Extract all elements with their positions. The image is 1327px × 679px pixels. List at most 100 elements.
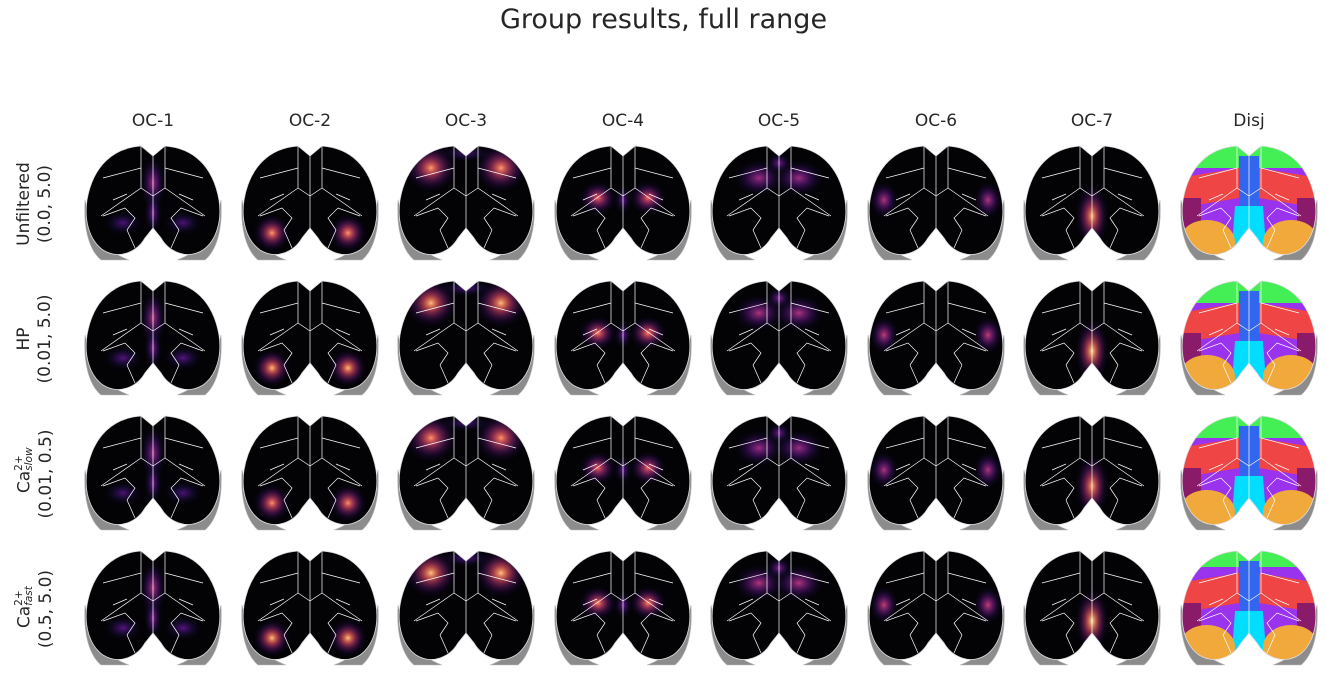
component-map (553, 273, 693, 398)
component-map (553, 408, 693, 533)
region-boundary (413, 322, 455, 352)
region-boundary (1196, 187, 1238, 217)
region-boundary (1198, 437, 1238, 449)
activation-hotspot (252, 483, 292, 523)
region-boundary (953, 477, 987, 501)
region-boundary (640, 229, 650, 249)
region-boundary (415, 477, 449, 501)
activation-hotspot (972, 585, 1003, 625)
region-boundary (335, 463, 351, 471)
activation-hotspot (869, 585, 900, 625)
region-boundary (953, 499, 963, 519)
brain-outline (555, 415, 691, 525)
region-boundary (491, 193, 507, 201)
region-boundary (164, 167, 204, 179)
region-boundary (1260, 592, 1302, 622)
region-boundary (439, 364, 449, 384)
region-boundary (728, 572, 768, 584)
region-boundary (102, 612, 136, 636)
brain-outline (1181, 280, 1317, 390)
region-boundary (909, 229, 919, 249)
region-boundary (634, 322, 676, 352)
region-boundary (439, 499, 449, 519)
column-label-oc-2: OC-2 (288, 111, 332, 131)
region-boundary (572, 612, 606, 636)
region-boundary (1041, 302, 1081, 314)
activation-hotspot (578, 450, 618, 486)
region-boundary (259, 302, 299, 314)
region-boundary (335, 328, 351, 336)
row-label-range: (0.01, 0.5) (35, 429, 56, 519)
region-boundary (102, 302, 142, 314)
region-boundary (126, 634, 136, 654)
region-boundary (596, 499, 606, 519)
region-boundary (178, 193, 194, 201)
component-map (709, 138, 849, 263)
activation-hotspot (628, 585, 668, 621)
region-boundary (728, 477, 762, 501)
region-boundary (178, 328, 194, 336)
region-boundary (259, 612, 293, 636)
region-boundary (483, 634, 493, 654)
region-boundary (477, 302, 517, 314)
activation-hotspot (328, 483, 368, 523)
brain-outline (868, 415, 1004, 525)
region-boundary (269, 193, 285, 201)
region-boundary (327, 634, 337, 654)
region-boundary (790, 572, 830, 584)
region-boundary (259, 207, 293, 231)
activation-hotspot (161, 209, 205, 237)
region-boundary (327, 229, 337, 249)
region-boundary (1208, 193, 1224, 201)
region-boundary (640, 364, 650, 384)
component-map (396, 138, 536, 263)
region-boundary (1208, 598, 1224, 606)
region-boundary (596, 364, 606, 384)
brain-outline (242, 550, 378, 660)
region-boundary (1222, 499, 1232, 519)
region-boundary (327, 207, 361, 231)
region-boundary (572, 477, 606, 501)
region-boundary (327, 477, 361, 501)
brain-outline (398, 145, 534, 255)
brain-outline (868, 280, 1004, 390)
region-boundary (483, 229, 493, 249)
region-boundary (1051, 193, 1067, 201)
brain-outline (398, 280, 534, 390)
brain-outline (1181, 415, 1317, 525)
region-boundary (1041, 612, 1075, 636)
brain-outline (1181, 145, 1317, 255)
region-boundary (634, 187, 676, 217)
region-boundary (640, 612, 674, 636)
region-boundary (1260, 437, 1300, 449)
row-label: Ca 2+ slow (0.01, 0.5) (13, 404, 60, 544)
region-boundary (796, 229, 806, 249)
region-boundary (909, 499, 919, 519)
region-boundary (477, 322, 519, 352)
component-map (83, 273, 223, 398)
region-boundary (1041, 207, 1075, 231)
region-boundary (1266, 634, 1276, 654)
region-boundary (947, 302, 987, 314)
region-boundary (483, 499, 493, 519)
region-boundary (1198, 207, 1232, 231)
region-boundary (335, 193, 351, 201)
region-boundary (1198, 342, 1232, 366)
region-boundary (415, 437, 455, 449)
region-boundary (947, 592, 989, 622)
region-boundary (648, 598, 664, 606)
brain-outline (711, 145, 847, 255)
region-boundary (572, 207, 606, 231)
region-boundary (1274, 328, 1290, 336)
region-boundary (1196, 592, 1238, 622)
region-boundary (415, 342, 449, 366)
region-boundary (269, 598, 285, 606)
region-boundary (477, 572, 517, 584)
disjoint-map (1179, 408, 1319, 533)
region-boundary (790, 322, 832, 352)
region-boundary (1039, 187, 1081, 217)
region-boundary (164, 322, 206, 352)
region-boundary (885, 477, 919, 501)
region-boundary (425, 463, 441, 471)
region-boundary (1039, 592, 1081, 622)
